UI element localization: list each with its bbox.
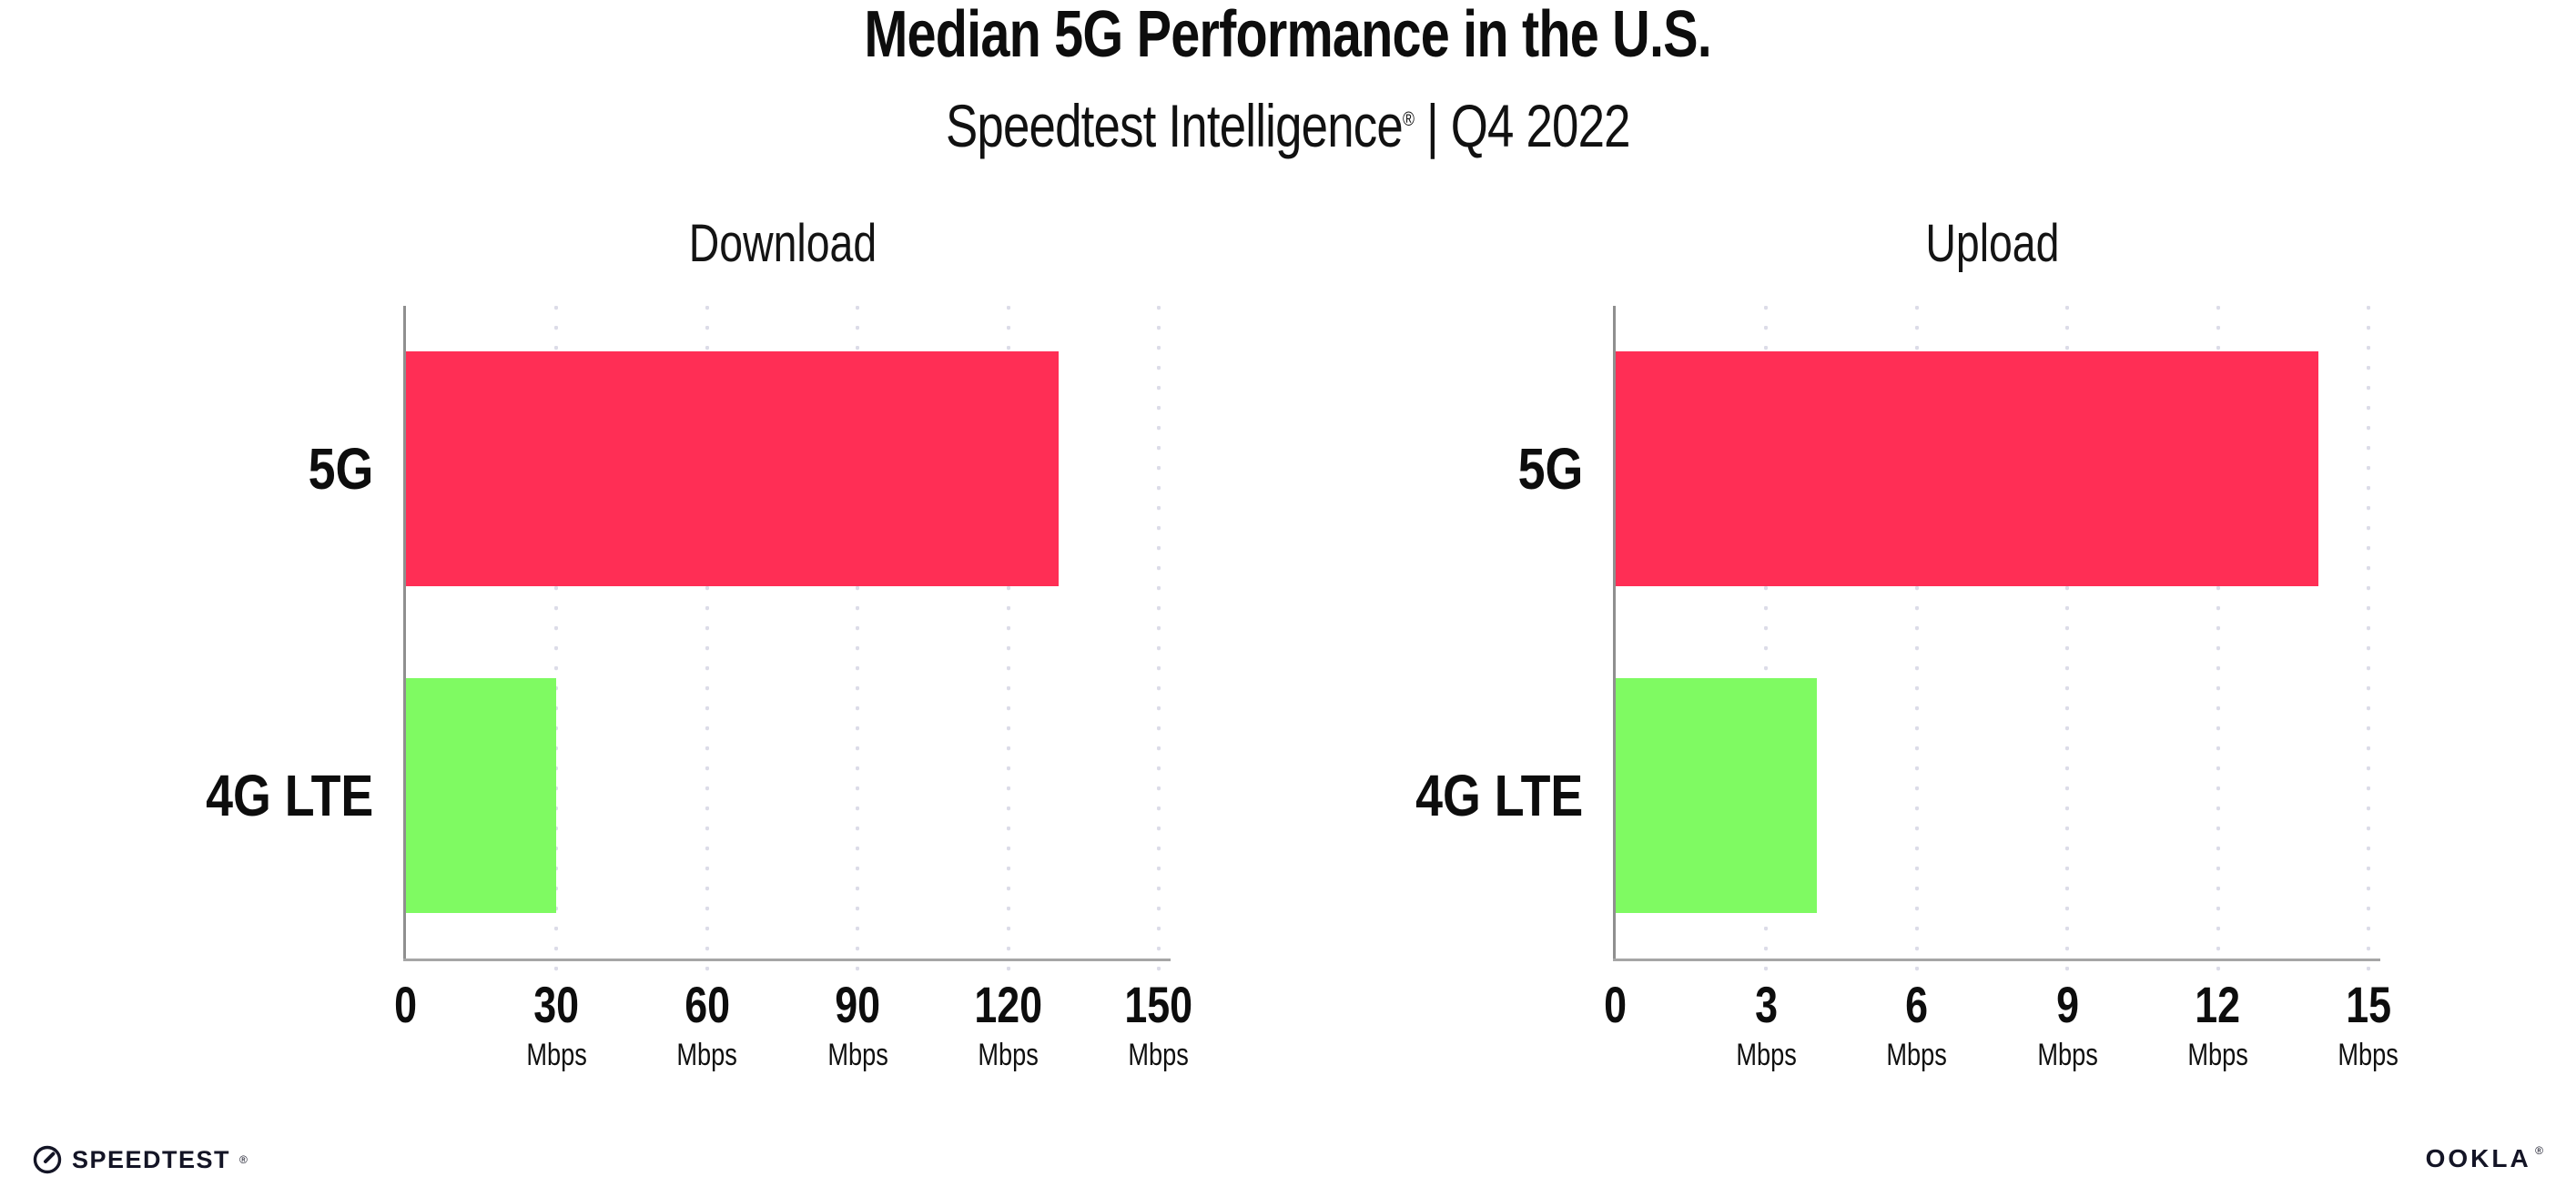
x-tick-upload-6: 6 Mbps [1840, 979, 1994, 1073]
ookla-registered-mark: ® [2535, 1144, 2543, 1157]
category-label-4g-lte: 4G LTE [205, 763, 373, 828]
subtitle-brand: Speedtest Intelligence [946, 92, 1404, 159]
x-tick-value: 90 [835, 976, 881, 1033]
bar-download-4g-lte [406, 678, 557, 913]
x-tick-value: 6 [1905, 976, 1929, 1033]
x-tick-download-0: 0 [329, 979, 483, 1031]
subtitle-period: | Q4 2022 [1414, 92, 1631, 159]
speedtest-gauge-icon [33, 1145, 62, 1174]
x-tick-unit: Mbps [2187, 1038, 2248, 1072]
upload-chart-title: Upload [1924, 214, 2060, 273]
x-tick-download-150: 150 Mbps [1081, 979, 1236, 1073]
speedtest-wordmark: SPEEDTEST [72, 1145, 231, 1173]
x-tick-upload-0: 0 [1538, 979, 1693, 1031]
x-tick-value: 0 [1604, 976, 1628, 1033]
x-tick-unit: Mbps [978, 1038, 1039, 1072]
ookla-logo: OOKLA ® [2426, 1144, 2543, 1173]
bar-upload-5g [1616, 351, 2318, 586]
x-tick-unit: Mbps [1128, 1038, 1190, 1072]
x-tick-unit: Mbps [676, 1038, 738, 1072]
x-tick-download-120: 120 Mbps [931, 979, 1086, 1073]
x-tick-download-90: 90 Mbps [780, 979, 935, 1073]
speedtest-logo: SPEEDTEST ® [32, 1144, 248, 1175]
x-axis-line [1613, 959, 2380, 961]
category-label-5g: 5G [308, 436, 373, 502]
x-tick-value: 12 [2195, 976, 2241, 1033]
gridline-150 [1157, 306, 1161, 984]
download-chart-title: Download [688, 214, 877, 273]
x-tick-download-60: 60 Mbps [630, 979, 785, 1073]
gridline-3 [1764, 306, 1769, 984]
x-tick-unit: Mbps [1736, 1038, 1797, 1072]
gridline-30 [554, 306, 559, 984]
ookla-wordmark: OOKLA [2425, 1144, 2531, 1172]
x-tick-unit: Mbps [2338, 1038, 2399, 1072]
gridline-15 [2367, 306, 2370, 984]
gridline-90 [856, 306, 860, 984]
x-tick-upload-12: 12 Mbps [2141, 979, 2296, 1073]
x-tick-value: 120 [974, 976, 1042, 1033]
registered-mark: ® [1403, 107, 1415, 130]
download-chart: Download 5G 4G LTE 0 30 Mbps 60 Mbps 90 Mbps 120 M… [206, 215, 1193, 1073]
x-tick-unit: Mbps [1886, 1038, 1948, 1072]
gridline-9 [2065, 306, 2070, 984]
x-tick-upload-3: 3 Mbps [1689, 979, 1843, 1073]
x-tick-value: 150 [1124, 976, 1193, 1033]
x-tick-unit: Mbps [526, 1038, 587, 1072]
gridline-120 [1006, 306, 1010, 984]
x-tick-value: 15 [2346, 976, 2391, 1033]
x-tick-upload-15: 15 Mbps [2291, 979, 2446, 1073]
speedtest-registered-mark: ® [239, 1153, 248, 1166]
x-tick-value: 3 [1754, 976, 1778, 1033]
x-tick-value: 0 [394, 976, 418, 1033]
upload-chart: Upload 5G 4G LTE 0 3 Mbps 6 Mbps 9 Mbps 12 Mbps 15 M… [1415, 215, 2399, 1073]
x-tick-unit: Mbps [827, 1038, 888, 1072]
gridline-60 [705, 306, 709, 984]
x-tick-value: 60 [684, 976, 730, 1033]
x-axis-line [403, 959, 1171, 961]
gridline-6 [1914, 306, 1919, 984]
x-tick-value: 30 [533, 976, 580, 1033]
page-title: Median 5G Performance in the U.S. [864, 0, 1712, 71]
category-label-4g-lte: 4G LTE [1415, 763, 1583, 828]
x-tick-upload-9: 9 Mbps [1990, 979, 2145, 1073]
x-tick-download-30: 30 Mbps [479, 979, 634, 1073]
x-tick-unit: Mbps [2036, 1038, 2098, 1072]
bar-download-5g [406, 351, 1059, 586]
gridline-12 [2216, 306, 2220, 984]
bar-upload-4g-lte [1616, 678, 1817, 913]
page-subtitle: Speedtest Intelligence® | Q4 2022 [0, 87, 2576, 164]
category-label-5g: 5G [1517, 436, 1583, 502]
x-tick-value: 9 [2055, 976, 2079, 1033]
